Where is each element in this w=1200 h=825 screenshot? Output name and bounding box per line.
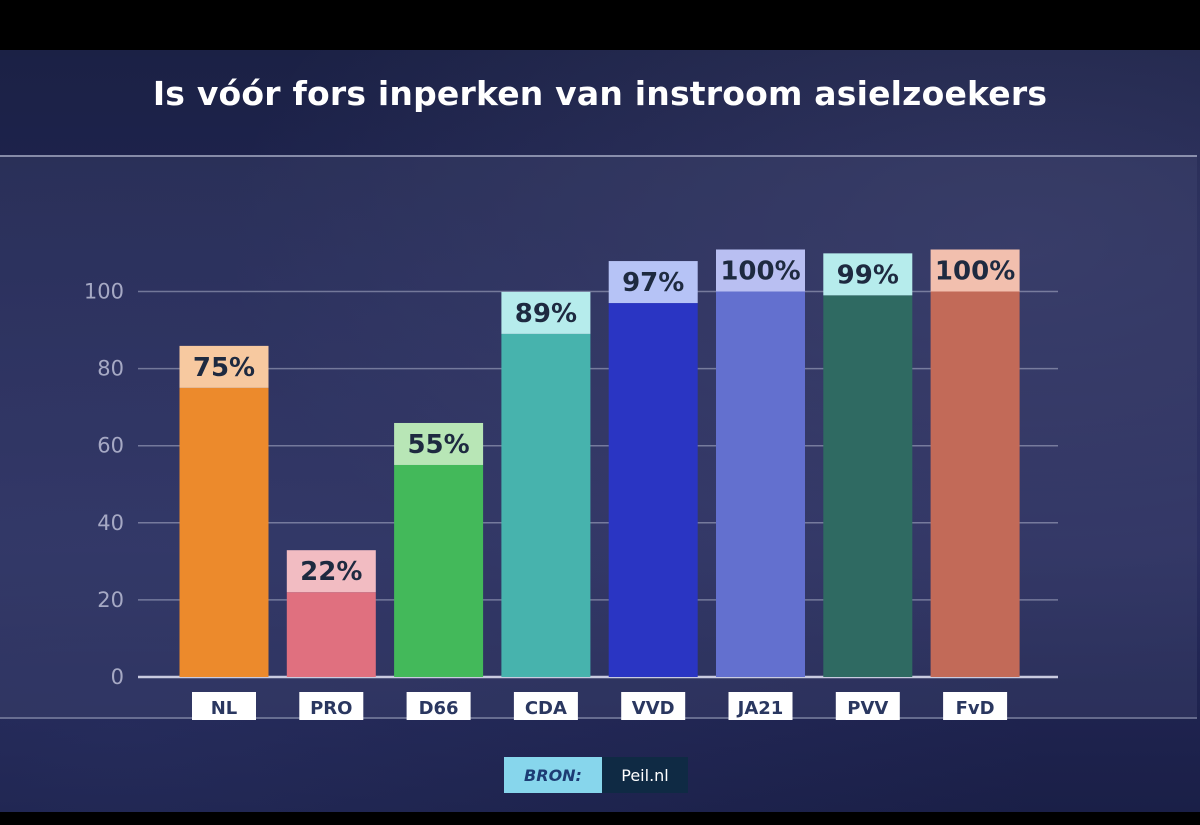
bar-value-label: 89% xyxy=(515,299,577,329)
category-label-box xyxy=(299,692,364,720)
y-tick-label: 0 xyxy=(111,665,124,689)
category-label: VVD xyxy=(632,698,675,719)
bar xyxy=(608,303,698,677)
source-badge: BRON: Peil.nl xyxy=(504,757,688,793)
source-label: BRON: xyxy=(504,757,602,793)
bar xyxy=(286,592,376,677)
bar-value-label-bg xyxy=(608,261,698,304)
bar-value-label-bg xyxy=(930,249,1020,292)
bar xyxy=(716,291,805,677)
category-label-box xyxy=(943,692,1008,720)
category-label-box xyxy=(406,692,471,720)
category-label-box xyxy=(835,692,900,720)
category-label: PRO xyxy=(310,698,352,719)
category-label: PVV xyxy=(847,698,888,719)
source-value: Peil.nl xyxy=(602,757,688,793)
bar-value-label: 22% xyxy=(300,557,362,587)
bar-value-label: 100% xyxy=(720,257,800,287)
bar-chart: 0 20 40 60 80 100 75% NL 22% PRO 55% D66 89% CDA 97% VV… xyxy=(84,249,1058,720)
bar-value-label-bg xyxy=(394,422,484,465)
bar-value-label-bg xyxy=(286,550,376,593)
y-tick-label: 40 xyxy=(97,511,124,535)
bar-value-label-bg xyxy=(823,253,913,296)
y-tick-label: 60 xyxy=(97,434,124,458)
category-label-box xyxy=(728,692,793,720)
bar xyxy=(394,464,484,677)
category-label-box xyxy=(192,692,256,720)
category-label-box xyxy=(621,692,686,720)
bar xyxy=(823,295,913,677)
y-tick-label: 20 xyxy=(97,588,124,612)
bar-value-label-bg xyxy=(716,249,805,292)
bar xyxy=(930,291,1020,677)
category-label: NL xyxy=(211,698,238,719)
category-label-box xyxy=(513,692,578,720)
category-label: D66 xyxy=(419,698,459,719)
tv-screen: Is vóór fors inperken van instroom asiel… xyxy=(0,50,1200,812)
bar-value-label: 97% xyxy=(622,268,684,298)
bar-value-label-bg xyxy=(501,291,591,334)
bar xyxy=(179,387,269,677)
bar-value-label: 55% xyxy=(407,430,469,460)
bar-value-label-bg xyxy=(179,345,269,388)
bar-value-label: 100% xyxy=(935,257,1015,287)
bar xyxy=(501,333,591,677)
category-label: JA21 xyxy=(736,698,784,719)
y-tick-label: 80 xyxy=(97,357,124,381)
chart-title: Is vóór fors inperken van instroom asiel… xyxy=(152,74,1048,113)
category-label: FvD xyxy=(956,698,995,719)
bar-value-label: 99% xyxy=(837,260,899,290)
category-label: CDA xyxy=(525,698,567,719)
y-tick-label: 100 xyxy=(84,280,124,304)
bar-value-label: 75% xyxy=(193,353,255,383)
